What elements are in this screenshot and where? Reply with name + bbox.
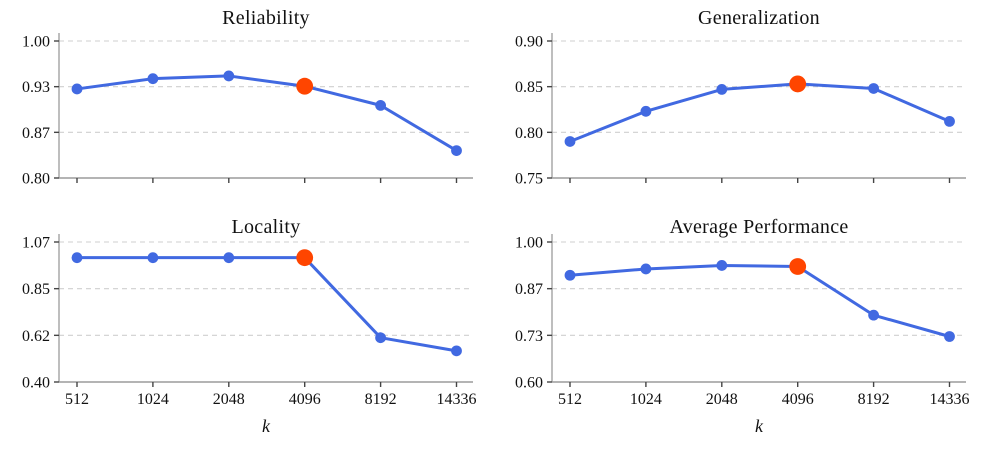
subplot-locality: Locality 0.40 0.62 0.85 1.07 512 1024 2048 4096… xyxy=(0,200,494,453)
y-tick-label: 0.85 xyxy=(515,79,543,96)
data-point xyxy=(868,309,879,321)
data-point xyxy=(640,105,652,117)
x-tick-label: 4096 xyxy=(782,391,814,408)
data-point xyxy=(451,345,462,357)
y-tick-label: 0.62 xyxy=(22,328,50,345)
y-tick-label: 1.07 xyxy=(22,234,50,251)
highlight-point xyxy=(296,249,314,267)
y-tick-label: 0.73 xyxy=(515,328,543,345)
data-line xyxy=(568,82,951,143)
x-tick-label: 4096 xyxy=(289,391,321,408)
x-tick-label: 512 xyxy=(65,391,89,408)
x-tick-label: 14336 xyxy=(437,391,477,408)
x-tick-label: 8192 xyxy=(858,391,890,408)
data-point xyxy=(640,263,652,275)
x-tick-label: 14336 xyxy=(930,391,970,408)
data-point xyxy=(944,331,955,342)
y-tick-label: 1.00 xyxy=(515,234,543,251)
y-tick-label: 0.80 xyxy=(515,125,543,142)
x-tick-label: 8192 xyxy=(365,391,397,408)
y-tick-label: 0.87 xyxy=(515,281,543,298)
data-point xyxy=(564,269,576,281)
x-tick-label: 2048 xyxy=(213,391,245,408)
subplot-reliability: Reliability 0.80 0.87 0.93 1.00 xyxy=(0,0,494,200)
highlight-point xyxy=(789,75,807,93)
data-point xyxy=(944,115,955,127)
data-point xyxy=(375,332,386,344)
data-point xyxy=(147,73,159,85)
data-point xyxy=(71,252,83,264)
data-point xyxy=(223,252,235,264)
locality-plot: 0.40 0.62 0.85 1.07 512 1024 2048 4096 8192 14336 xyxy=(22,234,477,408)
average-performance-plot: 0.60 0.73 0.87 1.00 512 1024 2048 4096 8192 14336 xyxy=(515,234,970,408)
x-tick-label: 1024 xyxy=(630,391,662,408)
chart-title-average-performance: Average Performance xyxy=(669,216,849,238)
y-tick-label: 0.80 xyxy=(22,170,50,187)
chart-title-generalization: Generalization xyxy=(698,7,820,29)
chart-title-reliability: Reliability xyxy=(222,7,310,29)
y-tick-label: 0.75 xyxy=(515,170,543,187)
chart-title-locality: Locality xyxy=(231,216,301,238)
y-tick-label: 0.87 xyxy=(22,125,50,142)
data-line xyxy=(75,256,458,353)
y-tick-label: 0.60 xyxy=(515,374,543,391)
x-tick-label: 1024 xyxy=(137,391,169,408)
data-point xyxy=(147,252,159,264)
data-point xyxy=(716,84,728,95)
highlight-point xyxy=(296,77,314,95)
x-axis-label: k xyxy=(262,416,270,436)
data-point xyxy=(564,136,576,147)
data-line xyxy=(75,74,458,153)
y-tick-label: 1.00 xyxy=(22,33,50,50)
x-axis-label: k xyxy=(755,416,763,436)
y-tick-label: 0.40 xyxy=(22,374,50,391)
data-point xyxy=(868,83,879,94)
data-point xyxy=(451,145,462,157)
data-point xyxy=(716,260,728,271)
data-point xyxy=(375,99,386,111)
data-point xyxy=(223,70,235,82)
subplot-average-performance: Average Performance 0.60 0.73 0.87 1.00 512 1… xyxy=(493,200,987,453)
x-tick-label: 512 xyxy=(558,391,582,408)
data-line xyxy=(568,263,951,338)
y-tick-label: 0.90 xyxy=(515,33,543,50)
highlight-point xyxy=(789,258,807,275)
subplot-generalization: Generalization 0.75 0.80 0.85 0.90 xyxy=(493,0,987,200)
data-point xyxy=(71,83,83,95)
generalization-plot: 0.75 0.80 0.85 0.90 xyxy=(515,33,966,187)
y-tick-label: 0.93 xyxy=(22,79,50,96)
y-tick-label: 0.85 xyxy=(22,281,50,298)
x-tick-label: 2048 xyxy=(706,391,738,408)
reliability-plot: 0.80 0.87 0.93 1.00 xyxy=(22,33,473,187)
